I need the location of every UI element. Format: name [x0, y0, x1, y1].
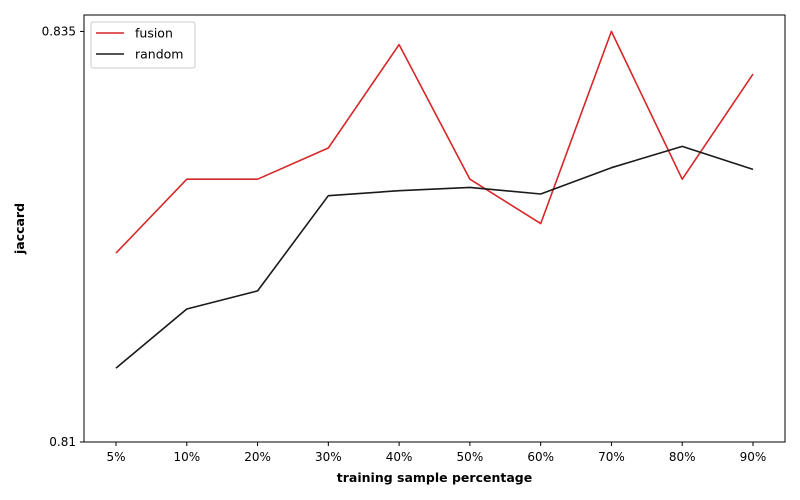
x-tick-label-9: 90%: [740, 450, 767, 464]
x-tick-label-2: 20%: [244, 450, 271, 464]
y-axis-label: jaccard: [12, 203, 27, 255]
x-tick-label-5: 50%: [457, 450, 484, 464]
legend-label-random: random: [135, 47, 183, 62]
y-tick-label-1: 0.835: [42, 24, 76, 38]
x-tick-label-7: 70%: [598, 450, 625, 464]
x-tick-label-4: 40%: [386, 450, 413, 464]
series-line-fusion: [115, 30, 754, 254]
x-tick-label-0: 5%: [106, 450, 125, 464]
series-line-random: [115, 145, 754, 369]
x-tick-label-6: 60%: [527, 450, 554, 464]
plot-area: 5% 10% 20% 30% 40% 50% 60% 70% 80% 90% 0.81 0.835 fu…: [42, 14, 786, 464]
y-tick-label-0: 0.81: [49, 435, 76, 449]
x-tick-label-3: 30%: [315, 450, 342, 464]
legend-label-fusion: fusion: [135, 26, 173, 41]
plot-frame: [83, 14, 786, 443]
legend: fusion random: [90, 21, 196, 69]
x-axis-label: training sample percentage: [337, 470, 532, 485]
x-tick-label-8: 80%: [669, 450, 696, 464]
x-tick-label-1: 10%: [173, 450, 200, 464]
